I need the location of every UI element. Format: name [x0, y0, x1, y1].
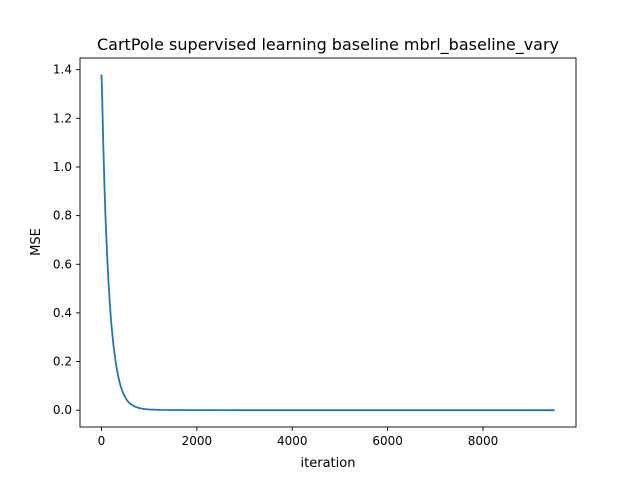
x-tick-label: 8000 — [468, 434, 499, 448]
y-tick-label: 1.0 — [53, 160, 72, 174]
y-tick-label: 0.0 — [53, 403, 72, 417]
x-tick-label: 6000 — [372, 434, 403, 448]
y-tick-label: 0.8 — [53, 209, 72, 223]
series-line-0 — [100, 74, 555, 412]
y-tick-label: 0.6 — [53, 257, 72, 271]
plot-area: 0 2000 4000 6000 8000 0.0 0.2 0.4 0.6 0.8 1.0 1.2 1.… — [53, 57, 577, 448]
y-tick-label: 0.2 — [53, 355, 72, 369]
x-axis-label: iteration — [301, 456, 356, 471]
y-tick-label: 1.4 — [53, 63, 72, 77]
x-tick-label: 2000 — [182, 434, 213, 448]
chart-title: CartPole supervised learning baseline mb… — [97, 35, 559, 55]
y-tick-label: 0.4 — [53, 306, 72, 320]
y-tick-label: 1.2 — [53, 111, 72, 125]
y-axis-label: MSE — [29, 228, 44, 256]
axes-frame — [79, 57, 577, 428]
x-tick-label: 0 — [98, 434, 106, 448]
x-tick-label: 4000 — [277, 434, 308, 448]
